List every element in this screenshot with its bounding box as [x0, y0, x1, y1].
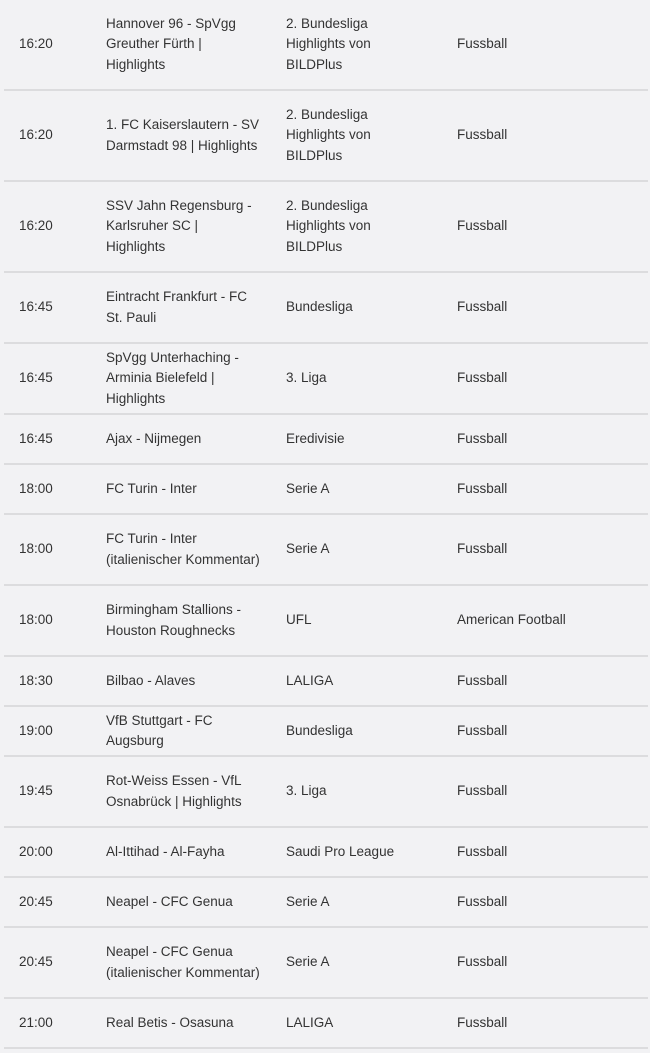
table-row[interactable]: 18:00 FC Turin - Inter Serie A Fussball [4, 465, 648, 515]
table-row[interactable]: 20:45 Neapel - CFC Genua Serie A Fussball [4, 878, 648, 928]
competition-cell: Eredivisie [286, 430, 345, 446]
table-row[interactable]: 18:00 FC Turin - Inter (italienischer Kom… [4, 515, 648, 586]
table-row[interactable]: 16:45 SpVgg Unterhaching - Arminia Bielef… [4, 344, 648, 415]
table-row[interactable]: 16:45 Eintracht Frankfurt - FC St. Pauli B… [4, 273, 648, 344]
competition-cell: Serie A [286, 480, 330, 496]
time-cell: 18:00 [19, 612, 53, 628]
table-row[interactable]: 16:20 SSV Jahn Regensburg - Karlsruher SC… [4, 182, 648, 273]
sport-cell: Fussball [457, 299, 508, 315]
time-cell: 19:00 [19, 722, 53, 738]
competition-cell: 3. Liga [286, 783, 327, 799]
sport-cell: Fussball [457, 480, 508, 496]
time-cell: 20:00 [19, 843, 53, 859]
table-row[interactable]: 19:45 Rot-Weiss Essen - VfL Osnabrück | H… [4, 757, 648, 828]
sport-cell: Fussball [457, 783, 508, 799]
time-cell: 16:45 [19, 370, 53, 386]
time-cell: 16:20 [19, 36, 53, 52]
event-cell: SSV Jahn Regensburg - Karlsruher SC | Hi… [106, 197, 252, 254]
competition-cell: Serie A [286, 893, 330, 909]
event-cell: SpVgg Unterhaching - Arminia Bielefeld |… [106, 349, 239, 406]
time-cell: 18:00 [19, 480, 53, 496]
table-row[interactable]: 19:00 VfB Stuttgart - FC Augsburg Bundesli… [4, 707, 648, 757]
competition-cell: 2. Bundesliga Highlights von BILDPlus [286, 197, 371, 254]
event-cell: VfB Stuttgart - FC Augsburg [106, 712, 213, 749]
event-cell: Ajax - Nijmegen [106, 430, 202, 446]
event-cell: Al-Ittihad - Al-Fayha [106, 843, 225, 859]
sport-cell: Fussball [457, 370, 508, 386]
sport-cell: Fussball [457, 218, 508, 234]
competition-cell: UFL [286, 612, 312, 628]
competition-cell: LALIGA [286, 1014, 334, 1030]
competition-cell: 2. Bundesliga Highlights von BILDPlus [286, 106, 371, 163]
time-cell: 20:45 [19, 954, 53, 970]
competition-cell: Bundesliga [286, 299, 353, 315]
time-cell: 16:45 [19, 430, 53, 446]
sport-cell: Fussball [457, 127, 508, 143]
time-cell: 19:45 [19, 783, 53, 799]
time-cell: 18:30 [19, 672, 53, 688]
table-row[interactable]: 16:45 Ajax - Nijmegen Eredivisie Fussball [4, 415, 648, 465]
sport-cell: Fussball [457, 430, 508, 446]
event-cell: Rot-Weiss Essen - VfL Osnabrück | Highli… [106, 773, 242, 809]
sport-cell: Fussball [457, 672, 508, 688]
event-cell: FC Turin - Inter (italienischer Kommenta… [106, 531, 260, 567]
competition-cell: Saudi Pro League [286, 843, 395, 859]
table-row[interactable]: 18:00 Birmingham Stallions - Houston Roug… [4, 586, 648, 657]
event-cell: FC Turin - Inter [106, 480, 197, 496]
sport-cell: American Football [457, 612, 566, 628]
sport-cell: Fussball [457, 1014, 508, 1030]
time-cell: 16:45 [19, 299, 53, 315]
table-row[interactable]: 16:20 Hannover 96 - SpVgg Greuther Fürth … [4, 0, 648, 91]
sport-cell: Fussball [457, 893, 508, 909]
competition-cell: 3. Liga [286, 370, 327, 386]
table-row[interactable]: 21:00 Real Betis - Osasuna LALIGA Fussball [4, 999, 648, 1049]
competition-cell: Serie A [286, 954, 330, 970]
event-cell: Eintracht Frankfurt - FC St. Pauli [106, 289, 248, 325]
sport-cell: Fussball [457, 954, 508, 970]
time-cell: 16:20 [19, 218, 53, 234]
event-cell: 1. FC Kaiserslautern - SV Darmstadt 98 |… [106, 117, 260, 153]
sport-cell: Fussball [457, 843, 508, 859]
event-cell: Birmingham Stallions - Houston Roughneck… [106, 602, 242, 638]
table-row[interactable]: 20:00 Al-Ittihad - Al-Fayha Saudi Pro Leag… [4, 828, 648, 878]
schedule-table: 16:20 Hannover 96 - SpVgg Greuther Fürth … [4, 0, 648, 1049]
table-row[interactable]: 18:30 Bilbao - Alaves LALIGA Fussball [4, 657, 648, 707]
event-cell: Bilbao - Alaves [106, 672, 196, 688]
sport-cell: Fussball [457, 541, 508, 557]
time-cell: 18:00 [19, 541, 53, 557]
event-cell: Neapel - CFC Genua (italienischer Kommen… [106, 944, 260, 980]
time-cell: 20:45 [19, 893, 53, 909]
time-cell: 16:20 [19, 127, 53, 143]
competition-cell: Serie A [286, 541, 330, 557]
event-cell: Real Betis - Osasuna [106, 1014, 234, 1030]
sport-cell: Fussball [457, 722, 508, 738]
time-cell: 21:00 [19, 1014, 53, 1030]
event-cell: Hannover 96 - SpVgg Greuther Fürth | Hig… [106, 15, 236, 72]
competition-cell: Bundesliga [286, 722, 353, 738]
competition-cell: LALIGA [286, 672, 334, 688]
competition-cell: 2. Bundesliga Highlights von BILDPlus [286, 15, 371, 72]
event-cell: Neapel - CFC Genua [106, 893, 233, 909]
table-row[interactable]: 16:20 1. FC Kaiserslautern - SV Darmstadt… [4, 91, 648, 182]
sport-cell: Fussball [457, 36, 508, 52]
table-row[interactable]: 20:45 Neapel - CFC Genua (italienischer K… [4, 928, 648, 999]
